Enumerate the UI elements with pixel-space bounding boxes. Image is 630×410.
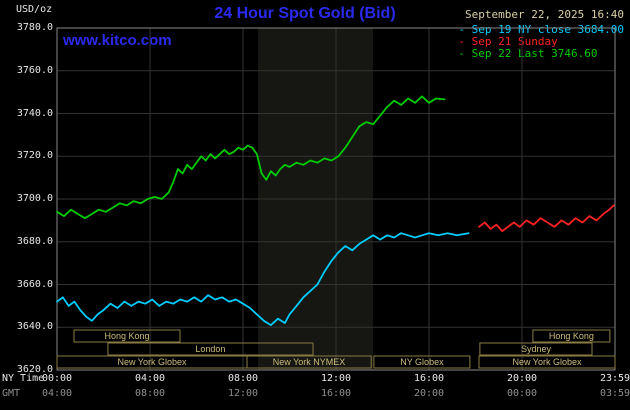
- session-label-new-york-globex: New York Globex: [117, 357, 187, 367]
- session-label-new-york-globex: New York Globex: [512, 357, 582, 367]
- legend-item: - Sep 22 Last 3746.60: [458, 48, 624, 60]
- legend-label: Sep 19 NY close 3684.00: [471, 23, 624, 36]
- session-box-sydney: [479, 342, 593, 356]
- session-label-ny-globex: NY Globex: [400, 357, 444, 367]
- legend: - Sep 19 NY close 3684.00- Sep 21 Sunday…: [458, 24, 624, 60]
- gmt-axis-label: GMT: [2, 388, 21, 399]
- legend-label: Sep 22 Last 3746.60: [471, 47, 598, 60]
- series-sep22-last: [56, 95, 446, 220]
- legend-item: - Sep 21 Sunday: [458, 36, 624, 48]
- legend-label: Sep 21 Sunday: [471, 35, 558, 48]
- kitco-watermark-link[interactable]: www.kitco.com: [63, 32, 172, 49]
- session-box-london: [107, 342, 314, 356]
- legend-item: - Sep 19 NY close 3684.00: [458, 24, 624, 36]
- datetime-label: September 22, 2025 16:40: [465, 8, 624, 21]
- session-box-ny-globex: [373, 355, 471, 369]
- session-label-new-york-nymex: New York NYMEX: [273, 357, 346, 367]
- session-box-hong-kong: [532, 329, 611, 343]
- legend-marker: -: [458, 47, 472, 60]
- session-box-new-york-globex: [478, 355, 616, 369]
- session-box-new-york-nymex: [246, 355, 372, 369]
- session-label-hong-kong: Hong Kong: [104, 331, 149, 341]
- session-label-london: London: [195, 344, 225, 354]
- series-sep21-sunday: [478, 204, 615, 233]
- legend-marker: -: [458, 23, 472, 36]
- series-sep19-ny-close: [56, 232, 470, 327]
- y-axis-unit-label: USD/oz: [16, 4, 53, 15]
- ny-time-axis-label: NY Time: [2, 373, 45, 384]
- session-label-sydney: Sydney: [521, 344, 552, 354]
- session-label-hong-kong: Hong Kong: [549, 331, 594, 341]
- session-box-hong-kong: [73, 329, 181, 343]
- chart-title: 24 Hour Spot Gold (Bid): [214, 5, 396, 22]
- plot-border: [56, 27, 616, 371]
- legend-marker: -: [458, 35, 472, 48]
